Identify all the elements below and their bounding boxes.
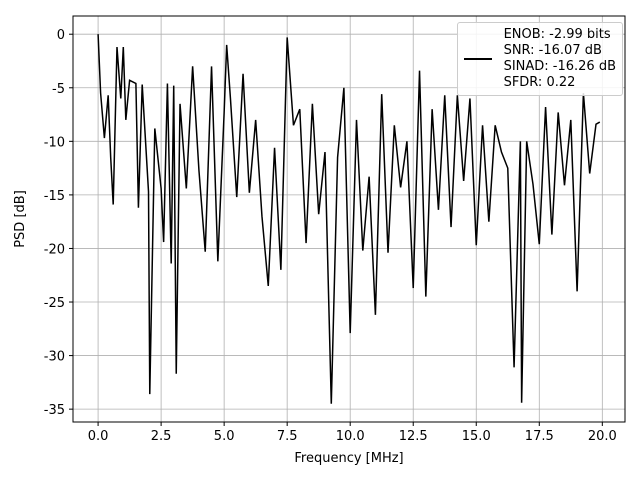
- data-line: [97, 34, 601, 404]
- x-tick-label: 20.0: [588, 429, 617, 444]
- y-tick-label: -35: [44, 403, 65, 418]
- legend-label: ENOB: -2.99 bits SNR: -16.07 dB SINAD: -…: [503, 27, 616, 90]
- y-tick-label: -30: [44, 350, 65, 365]
- y-tick-label: -15: [44, 189, 65, 204]
- x-axis-label: Frequency [MHz]: [294, 451, 403, 466]
- y-axis-label: PSD [dB]: [13, 190, 28, 248]
- y-tick-label: -20: [44, 242, 65, 257]
- x-tick-label: 2.5: [151, 429, 172, 444]
- x-tick-label: 10.0: [336, 429, 365, 444]
- x-tick-label: 7.5: [277, 429, 298, 444]
- y-tick-label: -10: [44, 135, 65, 150]
- legend: ENOB: -2.99 bits SNR: -16.07 dB SINAD: -…: [456, 22, 623, 96]
- legend-swatch: [463, 58, 492, 60]
- x-tick-label: 0.0: [88, 429, 109, 444]
- y-tick-label: -5: [52, 82, 65, 97]
- x-tick-label: 17.5: [525, 429, 554, 444]
- x-tick-label: 12.5: [399, 429, 428, 444]
- y-tick-label: 0: [57, 28, 65, 43]
- y-tick-label: -25: [44, 296, 65, 311]
- plot-frame: [72, 15, 626, 423]
- x-tick-label: 5.0: [214, 429, 235, 444]
- x-tick-label: 15.0: [462, 429, 491, 444]
